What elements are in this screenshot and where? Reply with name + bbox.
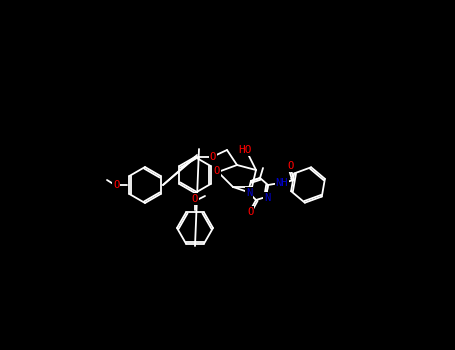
Text: N: N [264, 193, 270, 203]
Text: HO: HO [238, 145, 252, 155]
Text: O: O [247, 207, 253, 217]
Text: O: O [210, 152, 216, 162]
Text: N: N [246, 188, 252, 198]
Text: O: O [214, 166, 220, 176]
Text: O: O [192, 194, 198, 204]
Text: O: O [288, 161, 294, 171]
Text: NH: NH [276, 178, 288, 188]
Text: O: O [113, 180, 119, 190]
